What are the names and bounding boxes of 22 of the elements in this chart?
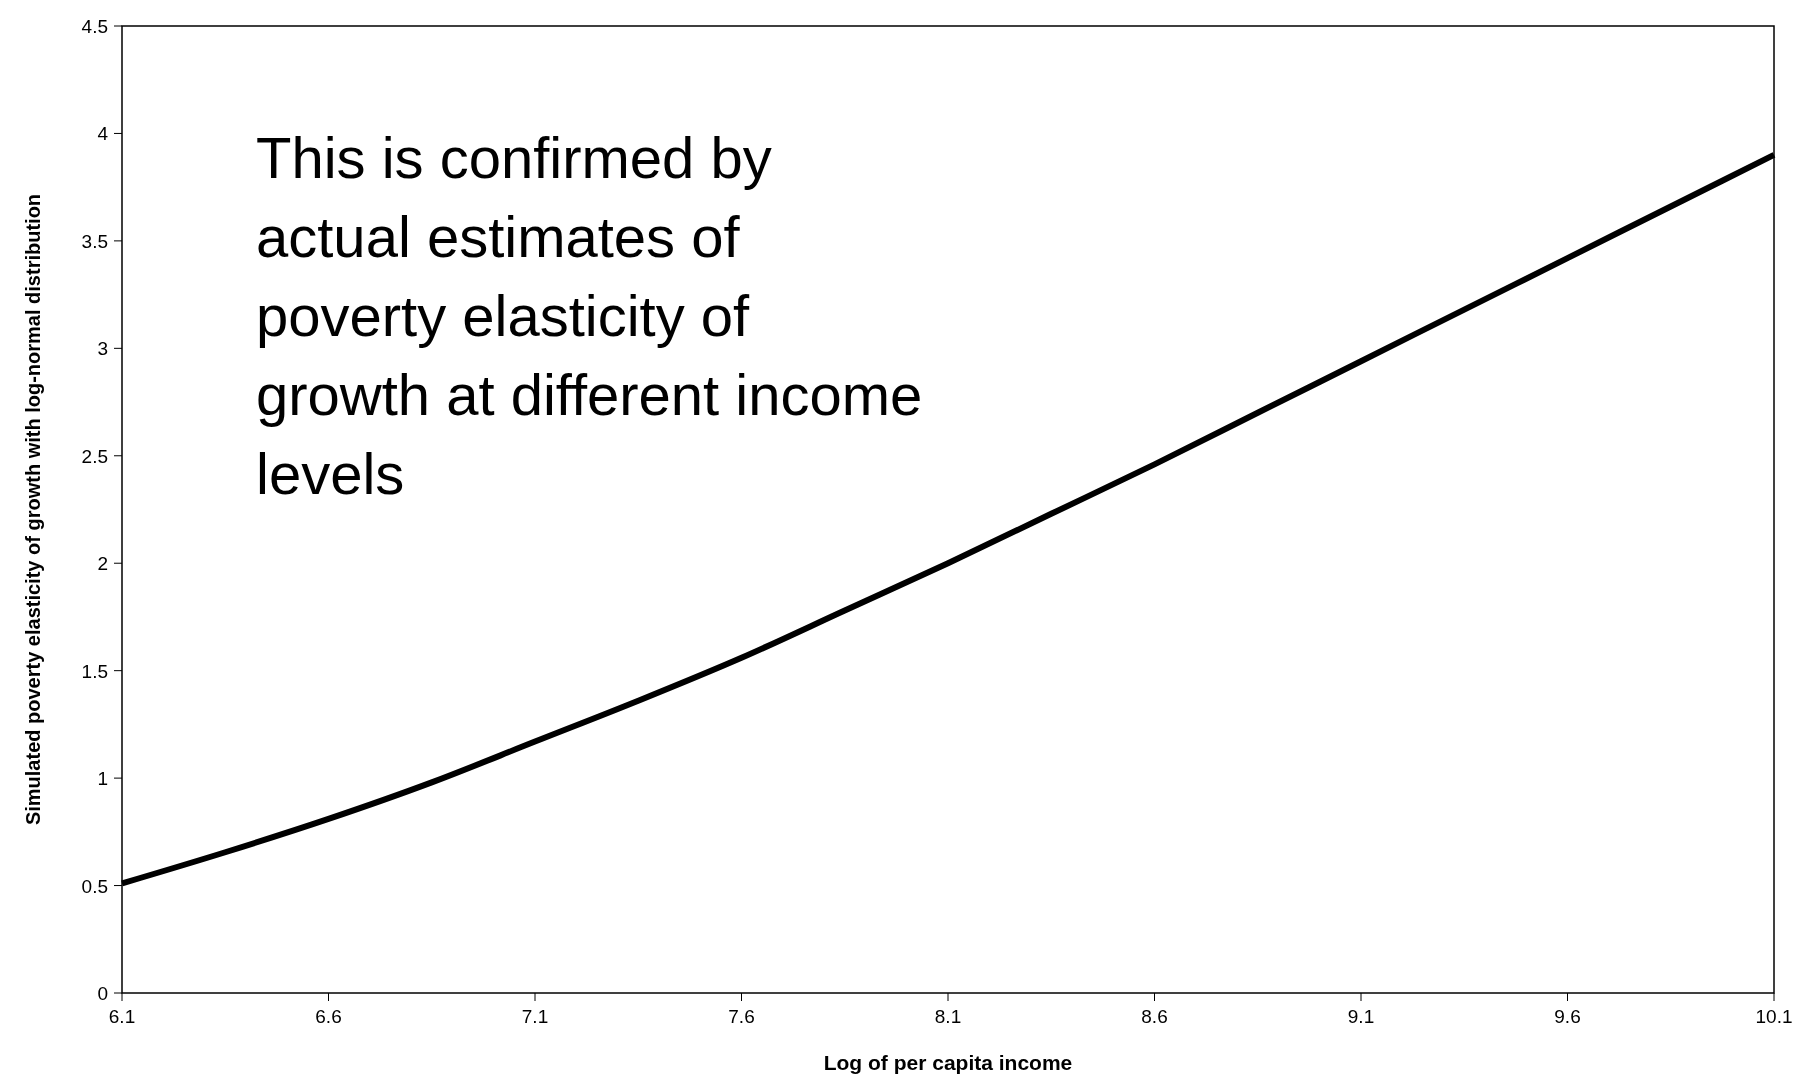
x-tick-label: 8.6 bbox=[1141, 1006, 1168, 1027]
y-tick-label: 4 bbox=[97, 123, 109, 145]
x-tick-label: 7.6 bbox=[728, 1006, 755, 1027]
y-tick-label: 0.5 bbox=[81, 875, 108, 897]
y-tick-label: 0 bbox=[97, 983, 108, 1004]
x-tick-label: 9.1 bbox=[1347, 1006, 1375, 1027]
x-tick-label: 6.6 bbox=[315, 1006, 342, 1027]
x-tick-label: 9.6 bbox=[1554, 1006, 1581, 1027]
x-tick-label: 10.1 bbox=[1755, 1006, 1793, 1027]
x-tick-label: 6.1 bbox=[108, 1006, 136, 1027]
y-axis-title: Simulated poverty elasticity of growth with log-normal distribution bbox=[22, 193, 44, 826]
x-tick-label: 7.1 bbox=[521, 1006, 549, 1027]
y-tick-label: 3.5 bbox=[81, 230, 108, 252]
y-tick-label: 2.5 bbox=[81, 445, 108, 467]
annotation: This is confirmed by actual estimates of poverty elasticity of growth at different income levels bbox=[256, 125, 923, 506]
x-tick-label: 8.1 bbox=[934, 1006, 962, 1027]
y-tick-label: 1.5 bbox=[81, 660, 108, 682]
y-tick-label: 1 bbox=[97, 768, 108, 790]
y-tick-label: 3 bbox=[97, 338, 108, 360]
x-axis-title: Log of per capita income bbox=[823, 1051, 1073, 1074]
y-tick-label: 2 bbox=[97, 553, 108, 575]
y-tick-label: 4.5 bbox=[81, 16, 108, 37]
